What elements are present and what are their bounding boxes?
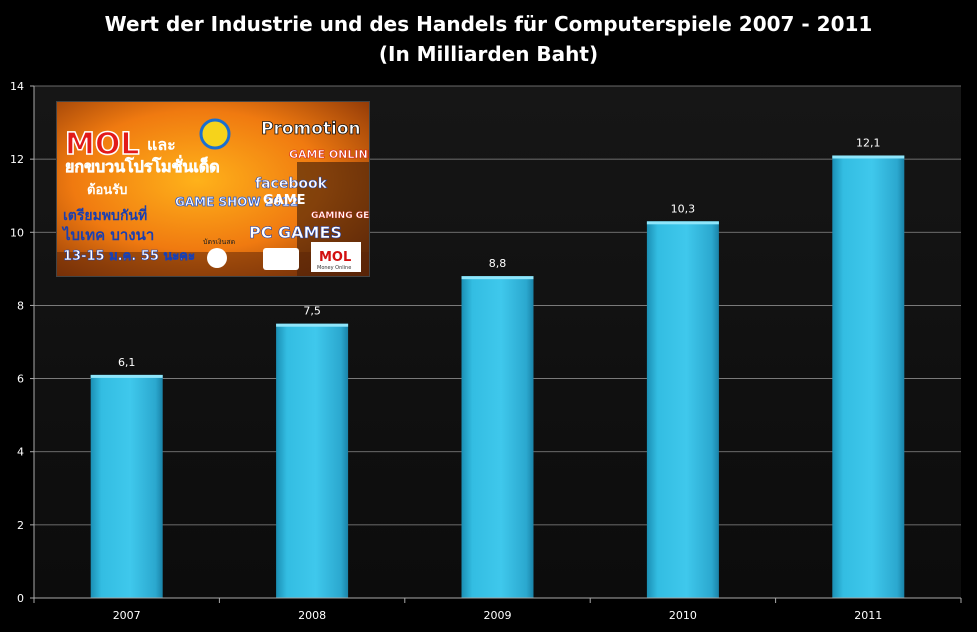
ad-brand-logo: MOL [65, 127, 139, 162]
data-label-2009: 8,8 [489, 257, 507, 270]
data-label-2010: 10,3 [671, 202, 696, 215]
bar-top-2008 [276, 323, 349, 327]
ad-card-icon [207, 248, 227, 268]
bar-top-2007 [90, 374, 163, 378]
bar-2010 [646, 221, 719, 599]
ad-headline: ยกขบวนโปรโมชั่นเด็ด [65, 155, 220, 176]
ad-word-and: และ [147, 135, 176, 154]
bar-2008 [276, 323, 349, 598]
bar-2007 [90, 374, 163, 598]
x-tick-label-2008: 2008 [298, 609, 326, 622]
ad-footer-sub: Money Online [317, 265, 351, 271]
y-tick-label: 0 [17, 592, 24, 605]
ad-pc-games: PC GAMES [249, 223, 342, 242]
x-tick-label-2011: 2011 [854, 609, 882, 622]
bar-top-2010 [646, 221, 719, 225]
x-tick-label-2009: 2009 [484, 609, 512, 622]
ad-promotion: Promotion [261, 119, 361, 139]
ad-partner-logo-icon [263, 248, 299, 270]
bar-2009 [461, 276, 534, 598]
ad-dates: 13-15 ม.ค. 55 นะคะ [63, 249, 195, 264]
ad-footer-logo [311, 242, 361, 272]
chart-subtitle: (In Milliarden Baht) [378, 42, 599, 66]
bar-top-2011 [832, 155, 905, 159]
ad-game-online: GAME ONLINE [289, 148, 369, 161]
y-tick-label: 6 [17, 373, 24, 386]
data-label-2007: 6,1 [118, 356, 136, 369]
ad-event: GAME SHOW 2012 [175, 195, 298, 209]
ad-footer-brand: MOL [319, 250, 351, 265]
data-label-2011: 12,1 [856, 136, 881, 149]
y-tick-label: 4 [17, 446, 24, 459]
ad-card-label: บัตรเงินสด [203, 238, 235, 246]
y-tick-label: 2 [17, 519, 24, 532]
chart-title: Wert der Industrie und des Handels für C… [104, 12, 873, 36]
promo-ad-image: MOL และ ยกขบวนโปรโมชั่นเด็ด ต้อนรับ GAME… [56, 101, 370, 277]
x-tick-label-2010: 2010 [669, 609, 697, 622]
bar-top-2009 [461, 276, 534, 280]
ad-logo-badge-icon [199, 118, 231, 150]
y-tick-label: 14 [10, 80, 24, 93]
ad-meet-line2: ไบเทค บางนา [61, 225, 154, 244]
ad-facebook: facebook [255, 176, 328, 192]
y-tick-label: 10 [10, 226, 24, 239]
data-label-2008: 7,5 [303, 305, 321, 318]
ad-gaming-gears: GAMING GEARS [311, 211, 369, 221]
bar-2011 [832, 155, 905, 598]
ad-game: GAME [263, 193, 306, 208]
ad-welcome: ต้อนรับ [87, 182, 127, 198]
y-tick-label: 8 [17, 299, 24, 312]
y-tick-label: 12 [10, 153, 24, 166]
x-tick-label-2007: 2007 [113, 609, 141, 622]
ad-meet-line1: เตรียมพบกันที่ [63, 205, 147, 224]
